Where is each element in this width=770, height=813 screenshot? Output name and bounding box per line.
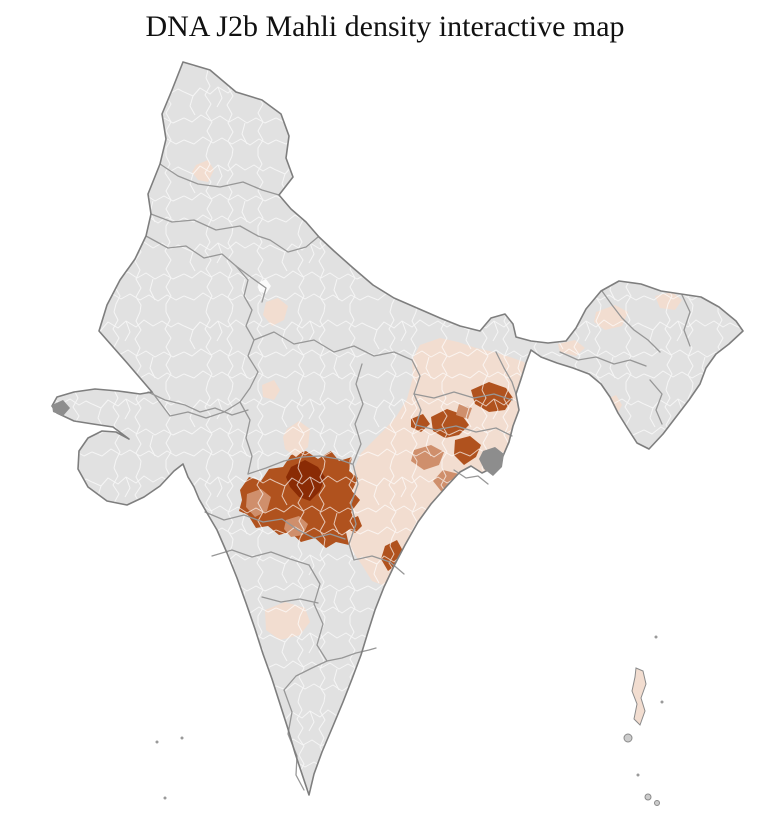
state-border-line [308,564,328,662]
state-border-line [150,213,271,241]
state-border-line [415,424,513,437]
state-border-line [283,660,328,691]
marsh-patches [52,400,504,476]
state-border-line [601,290,661,353]
state-border-line [147,391,249,416]
state-border-line [247,455,353,475]
state-border-line [453,469,489,485]
map-title: DNA J2b Mahli density interactive map [145,10,625,43]
island-dot [636,773,640,777]
state-border-line [326,647,377,662]
island-dot [163,796,167,800]
state-border-line [413,391,513,401]
island-dot [180,736,184,740]
island-dot [644,793,652,801]
state-border-line [649,379,663,425]
state-border-line [253,331,413,361]
state-border-line [145,235,237,267]
andaman-islands[interactable] [631,667,647,726]
islands [155,635,664,806]
island-dot [155,740,159,744]
state-border-line [681,294,691,347]
state-border-line [348,363,364,561]
state-border-line [159,163,280,196]
state-border-line [239,401,253,475]
state-border-line [559,351,647,367]
state-border-line [495,351,517,395]
sundarbans-patch [479,447,504,476]
state-border-line [151,265,259,419]
island-dot [654,800,660,806]
state-border-line [353,555,405,575]
state-border-line [269,236,319,253]
state-border-line [204,511,346,540]
india-coastline-outline [51,61,744,796]
island-dot [654,635,658,639]
state-border-line [235,265,267,303]
state-border-line [261,596,319,604]
island-dot [623,733,633,743]
kutch-tip-patch [52,400,70,416]
island-dot [660,700,664,704]
state-border-line [211,549,310,566]
